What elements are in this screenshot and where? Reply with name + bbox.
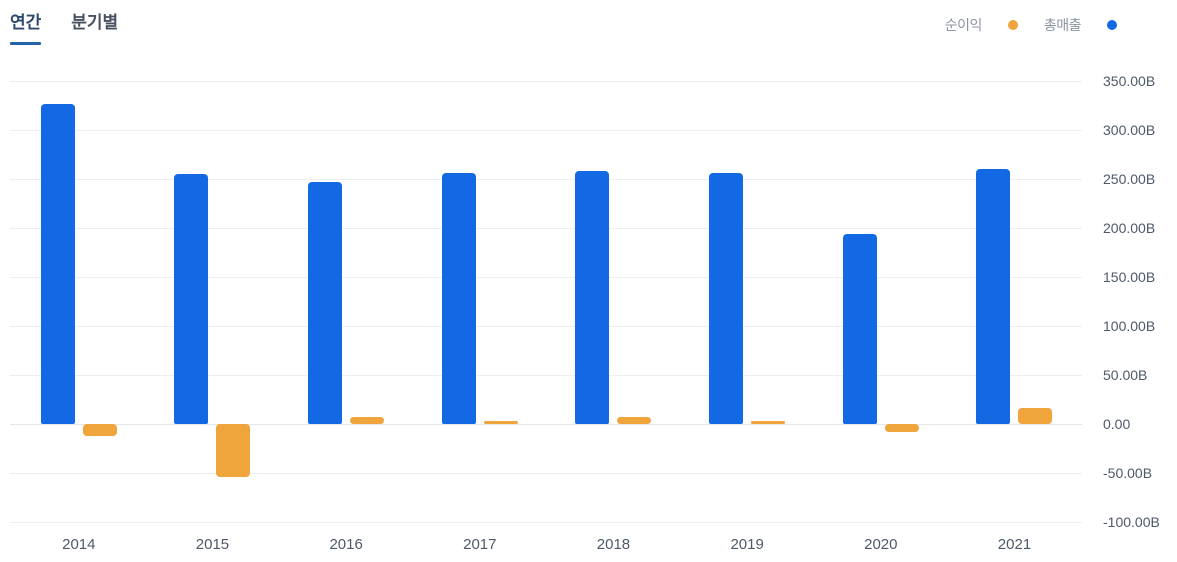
revenue-bar[interactable] bbox=[976, 169, 1011, 424]
tab-annual-label: 연간 bbox=[10, 13, 42, 32]
revenue-bar[interactable] bbox=[842, 233, 877, 424]
net-income-bar[interactable] bbox=[483, 420, 518, 424]
x-axis-label: 2019 bbox=[730, 536, 764, 553]
gridline bbox=[10, 130, 1082, 131]
revenue-bar[interactable] bbox=[174, 174, 209, 424]
x-axis-label: 2020 bbox=[864, 536, 898, 553]
gridline bbox=[10, 424, 1082, 425]
tab-quarterly-label: 분기별 bbox=[71, 13, 119, 32]
gridline bbox=[10, 228, 1082, 229]
net-income-bar[interactable] bbox=[216, 424, 251, 477]
y-axis-label: 250.00B bbox=[1103, 171, 1156, 187]
revenue-bar[interactable] bbox=[441, 173, 476, 424]
y-axis-label: 200.00B bbox=[1103, 220, 1156, 236]
chart-legend: 순이익 총매출 bbox=[945, 15, 1117, 35]
net-income-bar[interactable] bbox=[350, 417, 385, 424]
x-axis-label: 2017 bbox=[463, 536, 497, 553]
y-axis-label: 300.00B bbox=[1103, 122, 1156, 138]
net-income-bar[interactable] bbox=[1018, 408, 1053, 424]
y-axis-label: -100.00B bbox=[1103, 514, 1160, 530]
y-axis-label: 350.00B bbox=[1103, 73, 1156, 89]
period-tabs: 연간 분기별 bbox=[10, 12, 118, 45]
gridline bbox=[10, 522, 1082, 523]
gridline bbox=[10, 473, 1082, 474]
y-axis-label: 50.00B bbox=[1103, 367, 1148, 383]
y-axis-label: 150.00B bbox=[1103, 269, 1156, 285]
revenue-bar[interactable] bbox=[308, 181, 343, 424]
x-axis-label: 2014 bbox=[62, 536, 96, 553]
revenue-bar[interactable] bbox=[40, 103, 75, 424]
y-axis-label: 0.00 bbox=[1103, 416, 1131, 432]
y-axis-label: 100.00B bbox=[1103, 318, 1156, 334]
legend-label-net-income[interactable]: 순이익 bbox=[944, 17, 983, 33]
x-axis-label: 2015 bbox=[195, 536, 230, 553]
gridline bbox=[10, 326, 1082, 327]
tab-quarterly[interactable]: 분기별 bbox=[71, 12, 118, 45]
x-axis-label: 2016 bbox=[329, 536, 363, 553]
net-income-bar[interactable] bbox=[751, 420, 786, 424]
revenue-dot-icon bbox=[1107, 20, 1117, 30]
active-tab-underline bbox=[10, 42, 42, 45]
legend-label-revenue[interactable]: 총매출 bbox=[1043, 17, 1082, 33]
x-axis-label: 2018 bbox=[596, 536, 631, 553]
net-income-bar[interactable] bbox=[617, 416, 652, 424]
x-axis-label: 2021 bbox=[997, 536, 1032, 553]
revenue-bar[interactable] bbox=[709, 173, 744, 424]
net-income-bar[interactable] bbox=[82, 424, 117, 436]
y-axis-label: -50.00B bbox=[1103, 465, 1153, 481]
tab-annual[interactable]: 연간 bbox=[10, 12, 42, 45]
gridline bbox=[10, 179, 1082, 180]
net-income-dot-icon bbox=[1007, 20, 1018, 30]
gridline bbox=[10, 81, 1082, 82]
gridline bbox=[10, 375, 1082, 376]
revenue-bar[interactable] bbox=[575, 171, 610, 424]
net-income-bar[interactable] bbox=[884, 424, 919, 432]
gridline bbox=[10, 277, 1082, 278]
